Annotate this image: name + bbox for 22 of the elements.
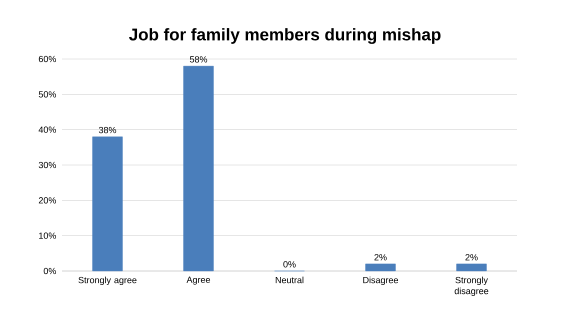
x-tick-label: Neutral: [276, 276, 304, 284]
y-tick-label: 10%: [39, 232, 56, 239]
y-tick-label: 0%: [44, 268, 56, 274]
x-tick-label: Agree: [186, 276, 210, 285]
data-label: 2%: [374, 254, 387, 260]
bar: [92, 136, 123, 272]
y-tick-label: 40%: [38, 126, 56, 133]
data-label: 0%: [283, 261, 296, 268]
x-tick-label: Strongly agree: [78, 276, 137, 285]
y-tick-label: 20%: [38, 197, 56, 204]
bar: [183, 66, 214, 272]
y-tick-label: 50%: [38, 91, 56, 98]
data-label: 38%: [98, 126, 116, 134]
x-tick-label: Disagree: [363, 276, 398, 285]
data-label: 2%: [465, 254, 478, 260]
y-tick-label: 60%: [38, 56, 56, 62]
y-tick-label: 30%: [38, 162, 56, 168]
chart-title: Job for family members during mishap: [129, 28, 441, 44]
x-tick-label: Strongly disagree: [454, 276, 488, 296]
data-label: 58%: [190, 56, 208, 63]
bar: [365, 264, 396, 272]
bar: [456, 264, 487, 272]
